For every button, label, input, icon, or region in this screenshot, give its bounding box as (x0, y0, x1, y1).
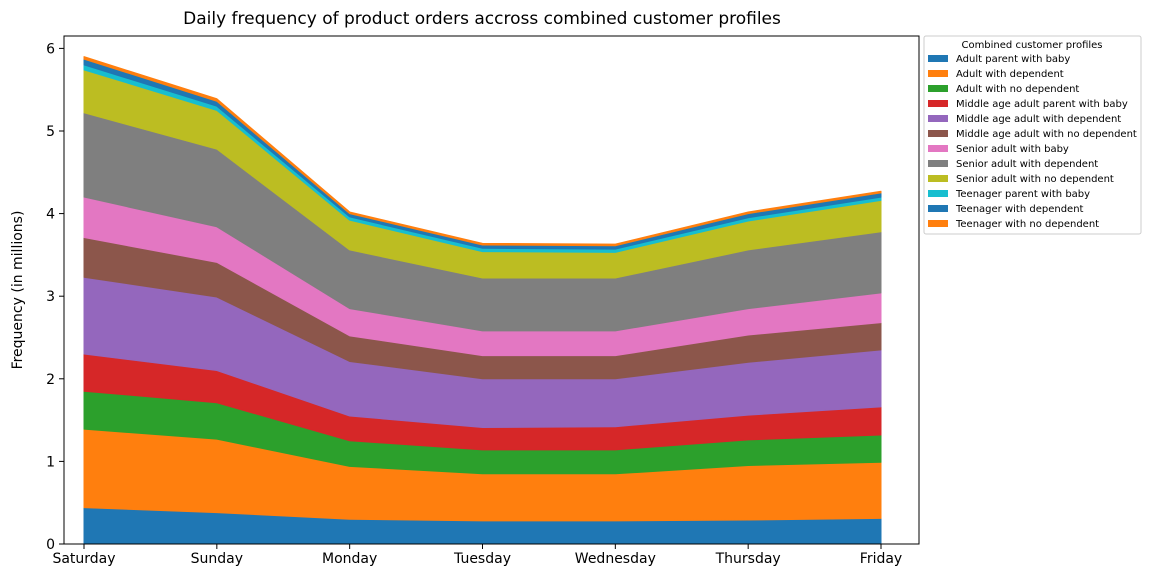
legend-label: Adult with dependent (956, 69, 1064, 80)
legend-label: Teenager parent with baby (955, 189, 1090, 200)
legend-swatch (928, 175, 948, 182)
legend-swatch (928, 145, 948, 152)
legend-swatch (928, 205, 948, 212)
legend-label: Middle age adult with dependent (956, 114, 1121, 125)
legend-entry: Adult with no dependent (928, 84, 1079, 95)
legend-swatch (928, 160, 948, 167)
legend-entry: Middle age adult with dependent (928, 114, 1121, 125)
legend-entry: Senior adult with baby (928, 144, 1069, 155)
legend-label: Teenager with no dependent (955, 219, 1099, 230)
area-layers (83, 56, 882, 545)
y-tick-label: 2 (46, 372, 55, 388)
x-tick-label: Saturday (52, 551, 115, 567)
legend-title: Combined customer profiles (961, 40, 1102, 51)
legend-label: Teenager with dependent (955, 204, 1084, 215)
x-tick-label: Thursday (715, 551, 781, 567)
legend-entry: Senior adult with dependent (928, 159, 1098, 170)
legend-label: Adult with no dependent (956, 84, 1079, 95)
legend-swatch (928, 100, 948, 107)
legend-entry: Teenager with dependent (928, 204, 1084, 215)
legend-entry: Adult with dependent (928, 69, 1064, 80)
x-tick-label: Sunday (191, 551, 243, 567)
y-tick-label: 4 (46, 207, 55, 223)
area-series-12 (83, 56, 882, 247)
x-tick-label: Tuesday (453, 551, 511, 567)
legend-box (923, 35, 1142, 235)
legend-swatch (928, 190, 948, 197)
plot-frame (63, 35, 920, 545)
legend-label: Senior adult with dependent (956, 159, 1098, 170)
x-tick-label: Monday (322, 551, 377, 567)
legend-swatch (928, 55, 948, 62)
legend-entry: Teenager with no dependent (928, 219, 1099, 230)
y-tick-label: 6 (46, 41, 55, 57)
legend-label: Senior adult with baby (956, 144, 1069, 155)
legend-swatch (928, 85, 948, 92)
y-tick-label: 1 (46, 454, 55, 470)
legend-entry: Middle age adult with no dependent (928, 129, 1137, 140)
y-tick-label: 3 (46, 289, 55, 305)
x-tick-label: Friday (860, 551, 902, 567)
legend-entry: Adult parent with baby (928, 54, 1070, 65)
chart-title: Daily frequency of product orders accros… (183, 9, 781, 29)
legend-swatch (928, 130, 948, 137)
x-tick-label: Wednesday (575, 551, 656, 567)
legend-entry: Senior adult with no dependent (928, 174, 1114, 185)
legend-label: Senior adult with no dependent (956, 174, 1114, 185)
y-tick-label: 0 (46, 537, 55, 553)
legend-label: Middle age adult parent with baby (956, 99, 1128, 110)
legend: Combined customer profiles Adult parent … (923, 35, 1142, 235)
legend-swatch (928, 220, 948, 227)
legend-label: Middle age adult with no dependent (956, 129, 1137, 140)
legend-entry: Middle age adult parent with baby (928, 99, 1128, 110)
legend-items: Adult parent with baby Adult with depende… (928, 54, 1137, 230)
legend-swatch (928, 70, 948, 77)
y-axis: 0 1 2 3 4 5 6 (46, 41, 64, 553)
legend-swatch (928, 115, 948, 122)
x-axis: Saturday Sunday Monday Tuesday Wednesday Thur… (52, 544, 902, 567)
legend-entry: Teenager parent with baby (928, 189, 1090, 200)
y-tick-label: 5 (46, 124, 55, 140)
legend-label: Adult parent with baby (956, 54, 1070, 65)
y-axis-title: Frequency (in millions) (10, 211, 26, 370)
